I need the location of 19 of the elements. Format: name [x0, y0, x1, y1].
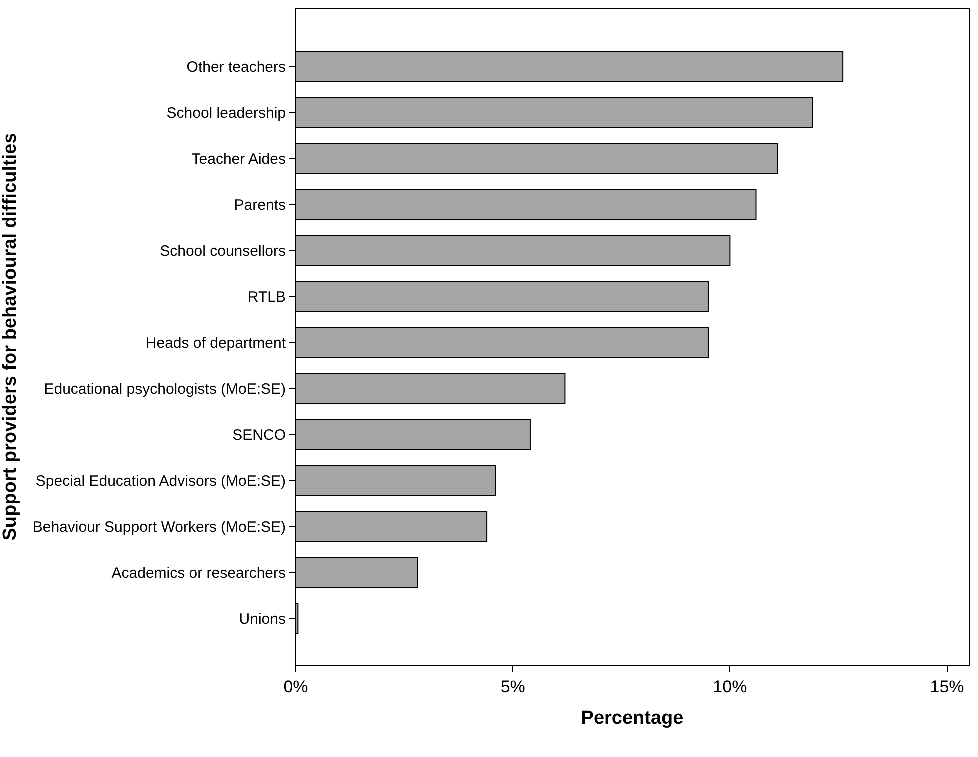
- x-tick-label: 15%: [930, 677, 964, 696]
- y-axis-title: Support providers for behavioural difficulties: [0, 133, 21, 541]
- y-tick-label: Unions: [239, 611, 286, 628]
- y-tick-label: Other teachers: [186, 58, 286, 76]
- x-tick-label: 5%: [500, 677, 526, 696]
- y-tick-label: Special Education Advisors (MoE:SE): [36, 473, 286, 490]
- y-tick-label: School leadership: [166, 104, 286, 122]
- y-tick-label: Academics or researchers: [112, 565, 286, 582]
- y-tick-label: Heads of department: [146, 335, 287, 352]
- y-tick-label: SENCO: [232, 427, 286, 444]
- y-tick-label: Educational psychologists (MoE:SE): [44, 381, 286, 398]
- y-tick-label: Parents: [234, 196, 286, 214]
- x-axis-title: Percentage: [581, 708, 684, 730]
- y-tick-label: School counsellors: [160, 242, 286, 260]
- x-tick-label: 10%: [713, 677, 748, 696]
- y-tick-label: Behaviour Support Workers (MoE:SE): [32, 519, 286, 536]
- y-tick-label: RTLB: [248, 288, 286, 306]
- y-tick-label: Teacher Aides: [192, 150, 286, 168]
- x-tick-label: 0%: [284, 677, 308, 696]
